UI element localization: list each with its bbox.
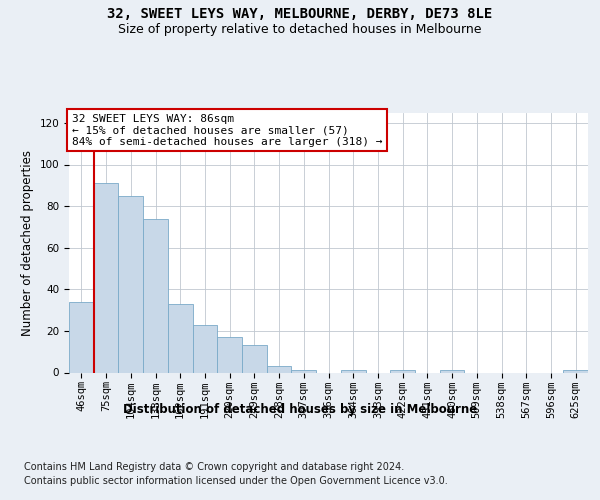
- Bar: [563, 370, 588, 372]
- Text: 32, SWEET LEYS WAY, MELBOURNE, DERBY, DE73 8LE: 32, SWEET LEYS WAY, MELBOURNE, DERBY, DE…: [107, 8, 493, 22]
- Bar: [143, 218, 168, 372]
- Text: Size of property relative to detached houses in Melbourne: Size of property relative to detached ho…: [118, 22, 482, 36]
- Bar: [193, 324, 217, 372]
- Bar: [94, 183, 118, 372]
- Bar: [118, 196, 143, 372]
- Text: Contains public sector information licensed under the Open Government Licence v3: Contains public sector information licen…: [24, 476, 448, 486]
- Y-axis label: Number of detached properties: Number of detached properties: [21, 150, 34, 336]
- Bar: [341, 370, 365, 372]
- Bar: [267, 366, 292, 372]
- Text: Contains HM Land Registry data © Crown copyright and database right 2024.: Contains HM Land Registry data © Crown c…: [24, 462, 404, 472]
- Bar: [242, 346, 267, 372]
- Bar: [390, 370, 415, 372]
- Bar: [292, 370, 316, 372]
- Text: 32 SWEET LEYS WAY: 86sqm
← 15% of detached houses are smaller (57)
84% of semi-d: 32 SWEET LEYS WAY: 86sqm ← 15% of detach…: [71, 114, 382, 147]
- Text: Distribution of detached houses by size in Melbourne: Distribution of detached houses by size …: [123, 402, 477, 415]
- Bar: [217, 337, 242, 372]
- Bar: [69, 302, 94, 372]
- Bar: [168, 304, 193, 372]
- Bar: [440, 370, 464, 372]
